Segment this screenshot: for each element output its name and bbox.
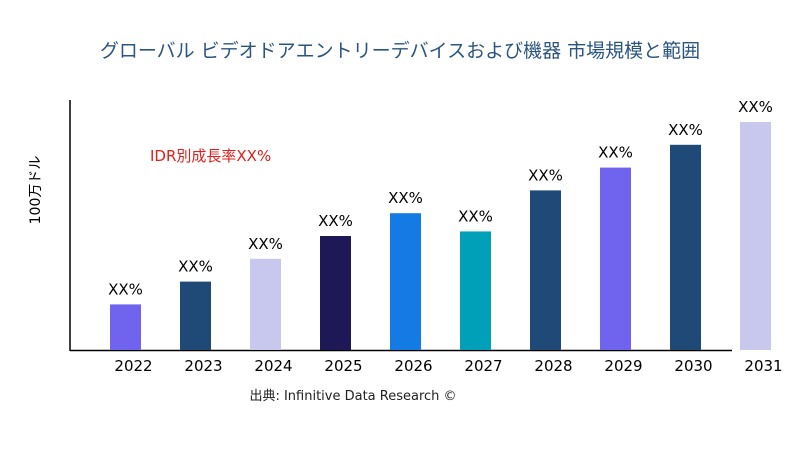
bar-2027 [460,231,491,350]
growth-annotation: IDR別成長率XX% [150,147,271,165]
x-tick-label: 2031 [744,357,782,375]
data-label: XX% [248,235,283,253]
data-label: XX% [388,189,423,207]
chart-title: グローバル ビデオドアエントリーデバイスおよび機器 市場規模と範囲 [99,40,701,62]
bar-2026 [390,213,421,350]
data-label: XX% [528,166,563,184]
y-axis-label: 100万ドル [28,156,44,225]
x-tick-label: 2027 [464,357,502,375]
x-tick-label: 2023 [184,357,222,375]
bar-2023 [180,281,211,350]
data-label: XX% [738,98,773,116]
x-tick-label: 2030 [674,357,712,375]
bar-2024 [250,258,281,350]
data-label: XX% [458,207,493,225]
x-tick-label: 2028 [534,357,572,375]
x-tick-label: 2029 [604,357,642,375]
source-note: 出典: Infinitive Data Research © [249,389,456,404]
bar-2028 [530,190,561,350]
bar-2030 [670,144,701,350]
x-tick-label: 2025 [324,357,362,375]
x-tick-label: 2022 [114,357,152,375]
x-tick-label: 2026 [394,357,432,375]
data-label: XX% [108,280,143,298]
bar-2029 [600,167,631,350]
data-label: XX% [598,144,633,162]
bar-2025 [320,236,351,350]
data-label: XX% [668,121,703,139]
data-label: XX% [178,258,213,276]
bar-2031 [740,122,771,350]
x-tick-label: 2024 [254,357,292,375]
data-label: XX% [318,212,353,230]
bar-2022 [110,304,141,350]
